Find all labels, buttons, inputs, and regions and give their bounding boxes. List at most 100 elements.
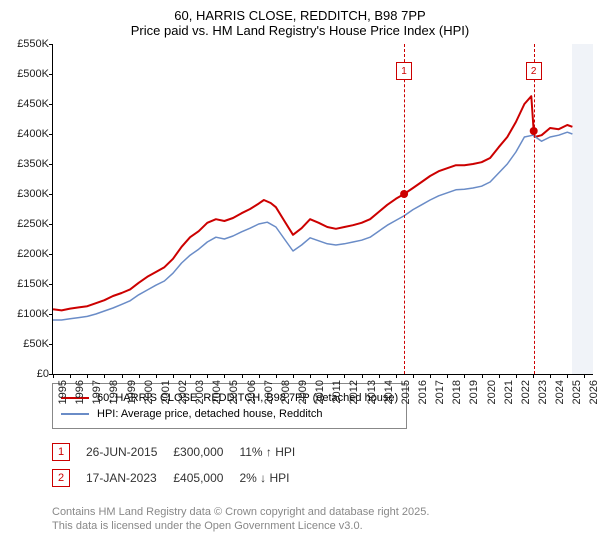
x-axis-label: 2003 (194, 380, 206, 404)
y-tick (49, 284, 53, 285)
x-tick (413, 374, 414, 378)
x-tick (362, 374, 363, 378)
x-axis-label: 2022 (520, 380, 532, 404)
y-axis-label: £200K (17, 248, 53, 260)
x-axis-label: 1997 (91, 380, 103, 404)
x-tick (396, 374, 397, 378)
x-axis-label: 1995 (57, 380, 69, 404)
x-axis-label: 2019 (468, 380, 480, 404)
title-subtitle: Price paid vs. HM Land Registry's House … (8, 23, 592, 38)
x-tick (464, 374, 465, 378)
x-axis-label: 2001 (160, 380, 172, 404)
legend-swatch (61, 413, 89, 415)
x-axis-label: 2004 (211, 380, 223, 404)
sale-marker-line (534, 44, 535, 374)
x-axis-label: 2017 (434, 380, 446, 404)
x-axis-label: 2020 (486, 380, 498, 404)
x-axis-label: 2002 (177, 380, 189, 404)
y-tick (49, 44, 53, 45)
x-tick (156, 374, 157, 378)
x-tick (122, 374, 123, 378)
y-axis-label: £250K (17, 218, 53, 230)
x-tick (70, 374, 71, 378)
x-tick (104, 374, 105, 378)
x-axis-label: 2018 (451, 380, 463, 404)
x-tick (139, 374, 140, 378)
y-tick (49, 74, 53, 75)
x-axis-label: 2012 (348, 380, 360, 404)
y-axis-label: £450K (17, 98, 53, 110)
plot-svg (53, 44, 593, 374)
y-tick (49, 164, 53, 165)
plot-area: £0£50K£100K£150K£200K£250K£300K£350K£400… (52, 44, 593, 375)
x-tick (259, 374, 260, 378)
transaction-badge: 2 (52, 469, 70, 487)
y-axis-label: £550K (17, 38, 53, 50)
x-tick (567, 374, 568, 378)
y-tick (49, 134, 53, 135)
x-axis-label: 2021 (503, 380, 515, 404)
transaction-delta: 2% ↓ HPI (239, 465, 311, 491)
y-tick (49, 344, 53, 345)
x-tick (293, 374, 294, 378)
x-tick (276, 374, 277, 378)
table-row: 126-JUN-2015£300,00011% ↑ HPI (52, 439, 311, 465)
x-tick (430, 374, 431, 378)
x-axis-label: 2006 (246, 380, 258, 404)
x-axis-label: 2013 (366, 380, 378, 404)
x-tick (224, 374, 225, 378)
x-axis-label: 1998 (108, 380, 120, 404)
sale-marker-badge: 2 (526, 62, 542, 80)
x-axis-label: 2026 (588, 380, 600, 404)
x-tick (482, 374, 483, 378)
x-tick (327, 374, 328, 378)
y-axis-label: £350K (17, 158, 53, 170)
x-axis-label: 1996 (74, 380, 86, 404)
x-axis-label: 2014 (383, 380, 395, 404)
x-axis-label: 2015 (400, 380, 412, 404)
y-tick (49, 254, 53, 255)
transaction-badge: 1 (52, 443, 70, 461)
transaction-date: 17-JAN-2023 (86, 465, 173, 491)
chart-container: £0£50K£100K£150K£200K£250K£300K£350K£400… (52, 44, 584, 375)
table-row: 2 17-JAN-2023£405,0002% ↓ HPI (52, 465, 311, 491)
copyright-block: Contains HM Land Registry data © Crown c… (52, 505, 592, 534)
x-tick (242, 374, 243, 378)
x-axis-label: 2007 (263, 380, 275, 404)
copyright-line2: This data is licensed under the Open Gov… (52, 519, 592, 533)
legend-row: HPI: Average price, detached house, Redd… (61, 406, 398, 422)
y-axis-label: £150K (17, 278, 53, 290)
y-tick (49, 224, 53, 225)
x-tick (190, 374, 191, 378)
x-axis-label: 2005 (228, 380, 240, 404)
transactions-table: 126-JUN-2015£300,00011% ↑ HPI217-JAN-202… (52, 439, 311, 491)
x-tick (344, 374, 345, 378)
x-axis-label: 2016 (417, 380, 429, 404)
y-axis-label: £100K (17, 308, 53, 320)
transaction-delta: 11% ↑ HPI (239, 439, 311, 465)
x-tick (447, 374, 448, 378)
series-hpi (53, 132, 572, 320)
transaction-price: £405,000 (173, 465, 239, 491)
x-axis-label: 1999 (126, 380, 138, 404)
y-tick (49, 194, 53, 195)
y-axis-label: £400K (17, 128, 53, 140)
x-tick (533, 374, 534, 378)
sale-marker-badge: 1 (396, 62, 412, 80)
x-tick (550, 374, 551, 378)
transaction-date: 26-JUN-2015 (86, 439, 173, 465)
x-tick (516, 374, 517, 378)
y-axis-label: £500K (17, 68, 53, 80)
legend-label: HPI: Average price, detached house, Redd… (97, 408, 322, 420)
y-axis-label: £300K (17, 188, 53, 200)
x-tick (53, 374, 54, 378)
x-axis-label: 2009 (297, 380, 309, 404)
x-axis-label: 2011 (331, 380, 343, 404)
chart-title-block: 60, HARRIS CLOSE, REDDITCH, B98 7PP Pric… (8, 8, 592, 38)
copyright-line1: Contains HM Land Registry data © Crown c… (52, 505, 592, 519)
y-tick (49, 104, 53, 105)
x-tick (310, 374, 311, 378)
x-tick (207, 374, 208, 378)
sale-marker-line (404, 44, 405, 374)
x-tick (379, 374, 380, 378)
